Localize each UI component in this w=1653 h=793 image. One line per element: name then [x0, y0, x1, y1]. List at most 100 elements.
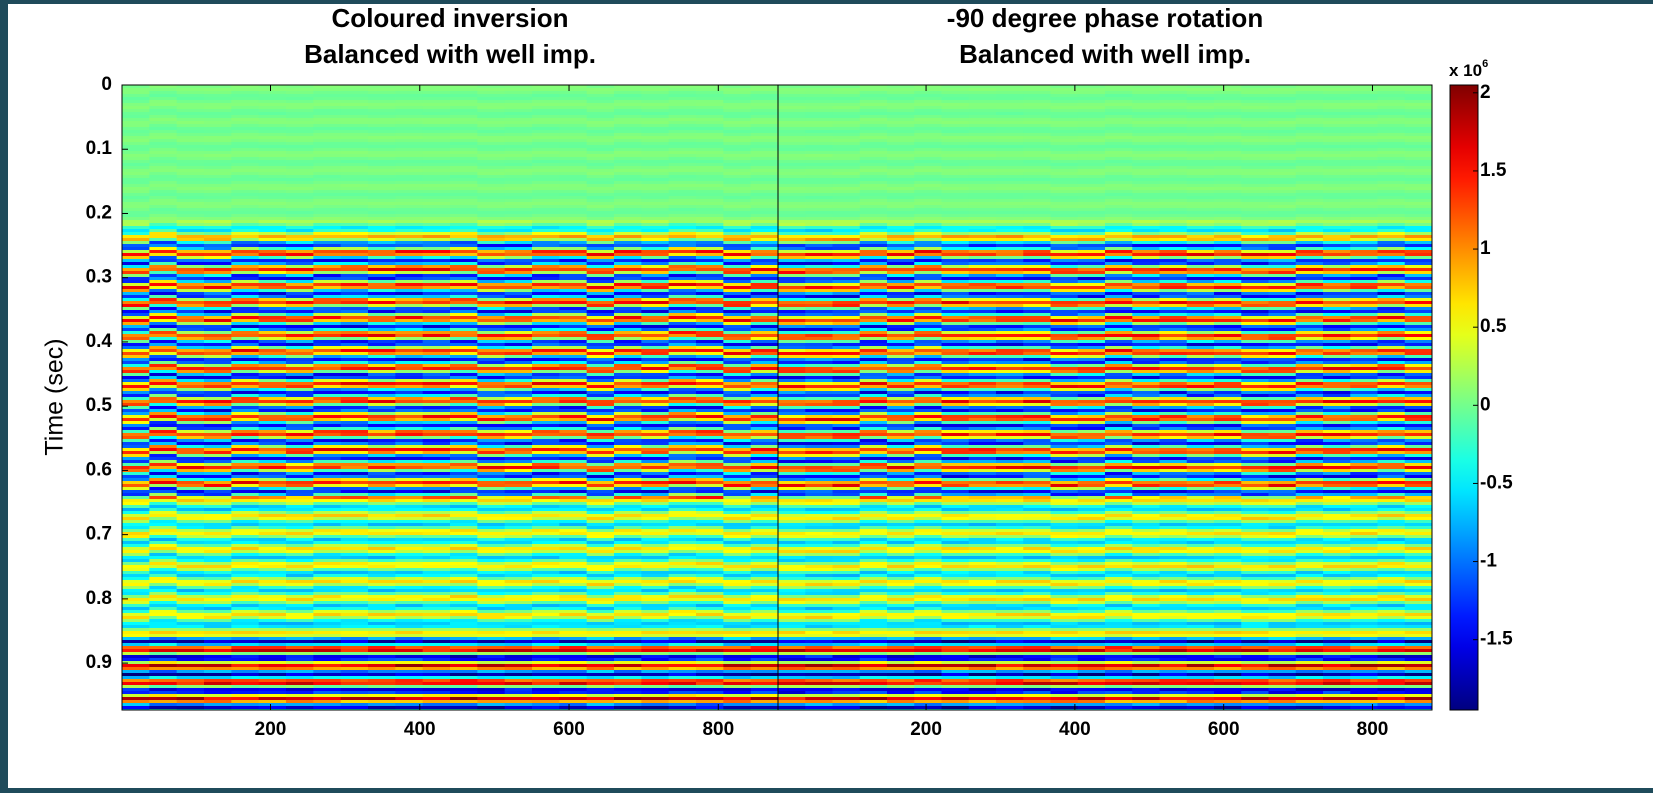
seismic-cell [750, 97, 778, 101]
seismic-cell [176, 409, 205, 413]
seismic-cell [450, 559, 479, 563]
seismic-cell [286, 655, 315, 659]
seismic-cell [258, 259, 287, 263]
seismic-cell [750, 436, 778, 440]
seismic-cell [422, 295, 451, 299]
seismic-cell [532, 595, 561, 599]
seismic-cell [395, 445, 424, 449]
seismic-cell [231, 460, 260, 464]
seismic-cell [450, 376, 479, 380]
seismic-cell [340, 376, 369, 380]
seismic-cell [204, 367, 233, 371]
seismic-cell [477, 196, 506, 200]
seismic-cell [340, 622, 369, 626]
seismic-cell [586, 484, 615, 488]
seismic-cell [122, 319, 151, 323]
seismic-cell [641, 703, 670, 707]
seismic-cell [696, 577, 725, 581]
seismic-cell [750, 595, 778, 599]
seismic-cell [504, 580, 533, 584]
seismic-cell [122, 244, 151, 248]
seismic-cell [532, 376, 561, 380]
seismic-cell [696, 433, 725, 437]
seismic-cell [422, 505, 451, 509]
seismic-cell [532, 418, 561, 422]
seismic-cell [231, 283, 260, 287]
seismic-cell [532, 364, 561, 368]
seismic-cell [122, 178, 151, 182]
seismic-cell [313, 133, 342, 137]
seismic-cell [231, 616, 260, 620]
seismic-cell [422, 586, 451, 590]
seismic-cell [668, 532, 697, 536]
seismic-cell [395, 661, 424, 665]
seismic-cell [532, 538, 561, 542]
seismic-cell [340, 532, 369, 536]
seismic-cell [395, 520, 424, 524]
seismic-cell [532, 88, 561, 92]
seismic-cell [504, 325, 533, 329]
seismic-cell [559, 346, 588, 350]
seismic-cell [668, 166, 697, 170]
seismic-cell [176, 310, 205, 314]
seismic-cell [614, 292, 643, 296]
seismic-cell [559, 115, 588, 119]
seismic-cell [750, 469, 778, 473]
seismic-cell [450, 169, 479, 173]
seismic-cell [422, 115, 451, 119]
seismic-cell [340, 517, 369, 521]
seismic-cell [422, 190, 451, 194]
seismic-cell [586, 355, 615, 359]
seismic-cell [477, 661, 506, 665]
seismic-cell [641, 646, 670, 650]
seismic-cell [559, 124, 588, 128]
seismic-cell [204, 187, 233, 191]
seismic-cell [286, 670, 315, 674]
seismic-cell [532, 688, 561, 692]
seismic-cell [258, 550, 287, 554]
seismic-cell [477, 550, 506, 554]
seismic-cell [395, 268, 424, 272]
seismic-cell [477, 487, 506, 491]
seismic-cell [504, 622, 533, 626]
seismic-cell [668, 577, 697, 581]
seismic-cell [614, 706, 643, 710]
seismic-cell [532, 493, 561, 497]
seismic-cell [258, 124, 287, 128]
seismic-cell [340, 403, 369, 407]
seismic-cell [258, 481, 287, 485]
seismic-cell [668, 586, 697, 590]
seismic-cell [559, 421, 588, 425]
seismic-cell [641, 529, 670, 533]
colorbar-scale-exponent: 6 [1482, 58, 1488, 70]
seismic-cell [176, 277, 205, 281]
seismic-cell [395, 400, 424, 404]
seismic-cell [477, 232, 506, 236]
seismic-cell [641, 385, 670, 389]
seismic-cell [559, 466, 588, 470]
seismic-image [122, 85, 778, 710]
seismic-cell [668, 673, 697, 677]
seismic-cell [668, 352, 697, 356]
seismic-cell [504, 88, 533, 92]
seismic-cell [149, 241, 178, 245]
seismic-cell [176, 694, 205, 698]
seismic-cell [559, 307, 588, 311]
seismic-cell [504, 601, 533, 605]
seismic-cell [286, 280, 315, 284]
seismic-cell [532, 697, 561, 701]
seismic-cell [204, 373, 233, 377]
seismic-cell [368, 295, 397, 299]
seismic-cell [204, 607, 233, 611]
seismic-cell [696, 301, 725, 305]
seismic-cell [477, 154, 506, 158]
seismic-cell [313, 706, 342, 710]
seismic-cell [504, 178, 533, 182]
seismic-cell [668, 355, 697, 359]
seismic-cell [176, 655, 205, 659]
seismic-cell [231, 592, 260, 596]
seismic-cell [258, 556, 287, 560]
seismic-cell [586, 187, 615, 191]
seismic-cell [395, 286, 424, 290]
seismic-cell [559, 319, 588, 323]
